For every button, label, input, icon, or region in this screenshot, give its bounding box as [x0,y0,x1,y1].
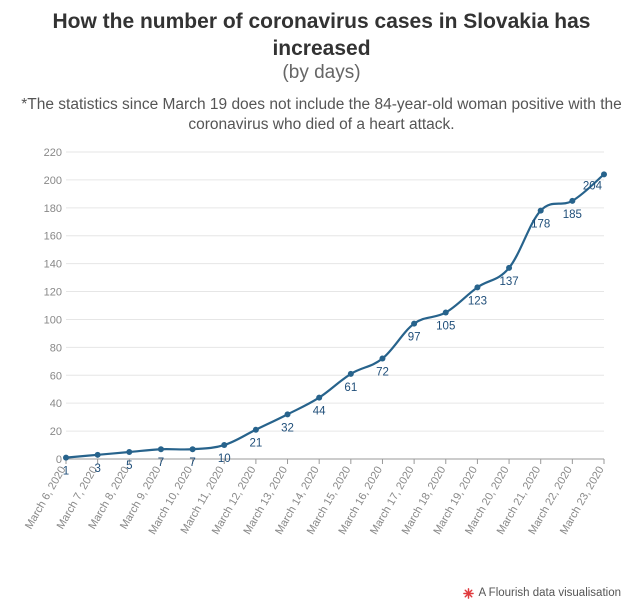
data-label: 105 [436,320,455,332]
data-label: 178 [531,219,550,231]
y-tick-label: 0 [56,454,62,466]
data-point[interactable] [569,197,576,204]
series-line [64,173,606,459]
line-chart: 0 20 40 60 80 100 120 140 160 180 200 220 March 6, … [23,147,607,537]
data-label: 7 [189,457,195,469]
data-point[interactable] [221,442,228,449]
data-point[interactable] [601,171,607,178]
data-point[interactable] [284,411,291,418]
data-labels: 1 3 5 7 7 10 21 32 44 61 72 97 105 123 137 178 185 204 [63,180,603,477]
y-tick-label: 40 [50,398,62,410]
data-point[interactable] [126,449,133,456]
y-tick-label: 180 [44,203,62,215]
data-point[interactable] [347,370,354,377]
data-label: 10 [218,453,231,465]
data-point[interactable] [506,264,513,271]
data-point[interactable] [474,284,481,291]
y-tick-label: 140 [44,259,62,271]
flourish-star-icon [463,587,475,599]
data-point[interactable] [379,355,386,362]
data-label: 5 [126,460,132,472]
flourish-credit[interactable]: A Flourish data visualisation [463,587,621,599]
y-tick-label: 100 [44,314,62,326]
data-label: 137 [499,276,518,288]
data-label: 21 [249,438,262,450]
y-axis-ticks: 0 20 40 60 80 100 120 140 160 180 200 220 [44,147,62,466]
data-label: 97 [408,332,421,344]
data-label: 3 [94,463,100,475]
data-point[interactable] [442,309,449,316]
data-label: 32 [281,422,294,434]
footer-text: A Flourish data visualisation [478,587,621,599]
data-label: 185 [563,209,582,221]
data-point[interactable] [94,451,101,458]
y-tick-label: 220 [44,147,62,159]
data-point[interactable] [157,446,164,453]
data-label: 123 [468,295,487,307]
data-point[interactable] [252,426,259,433]
data-label: 7 [158,457,164,469]
chart-note: *The statistics since March 19 does not … [21,96,622,133]
data-point[interactable] [63,454,69,461]
y-tick-label: 60 [50,370,62,382]
y-tick-label: 120 [44,287,62,299]
chart-subtitle: (by days) [282,62,361,83]
data-label: 1 [63,466,69,478]
data-label: 204 [583,180,603,192]
y-tick-label: 160 [44,231,62,243]
data-point[interactable] [411,320,418,327]
data-point[interactable] [316,394,323,401]
chart-title: How the number of coronavirus cases in S… [52,10,591,60]
data-label: 44 [313,406,326,418]
data-points [63,171,607,461]
data-label: 61 [344,382,357,394]
data-point[interactable] [189,446,196,453]
y-tick-label: 200 [44,175,62,187]
data-point[interactable] [537,207,544,214]
y-tick-label: 80 [50,342,62,354]
gridlines [66,151,604,460]
data-label: 72 [376,367,389,379]
y-tick-label: 20 [50,426,62,438]
